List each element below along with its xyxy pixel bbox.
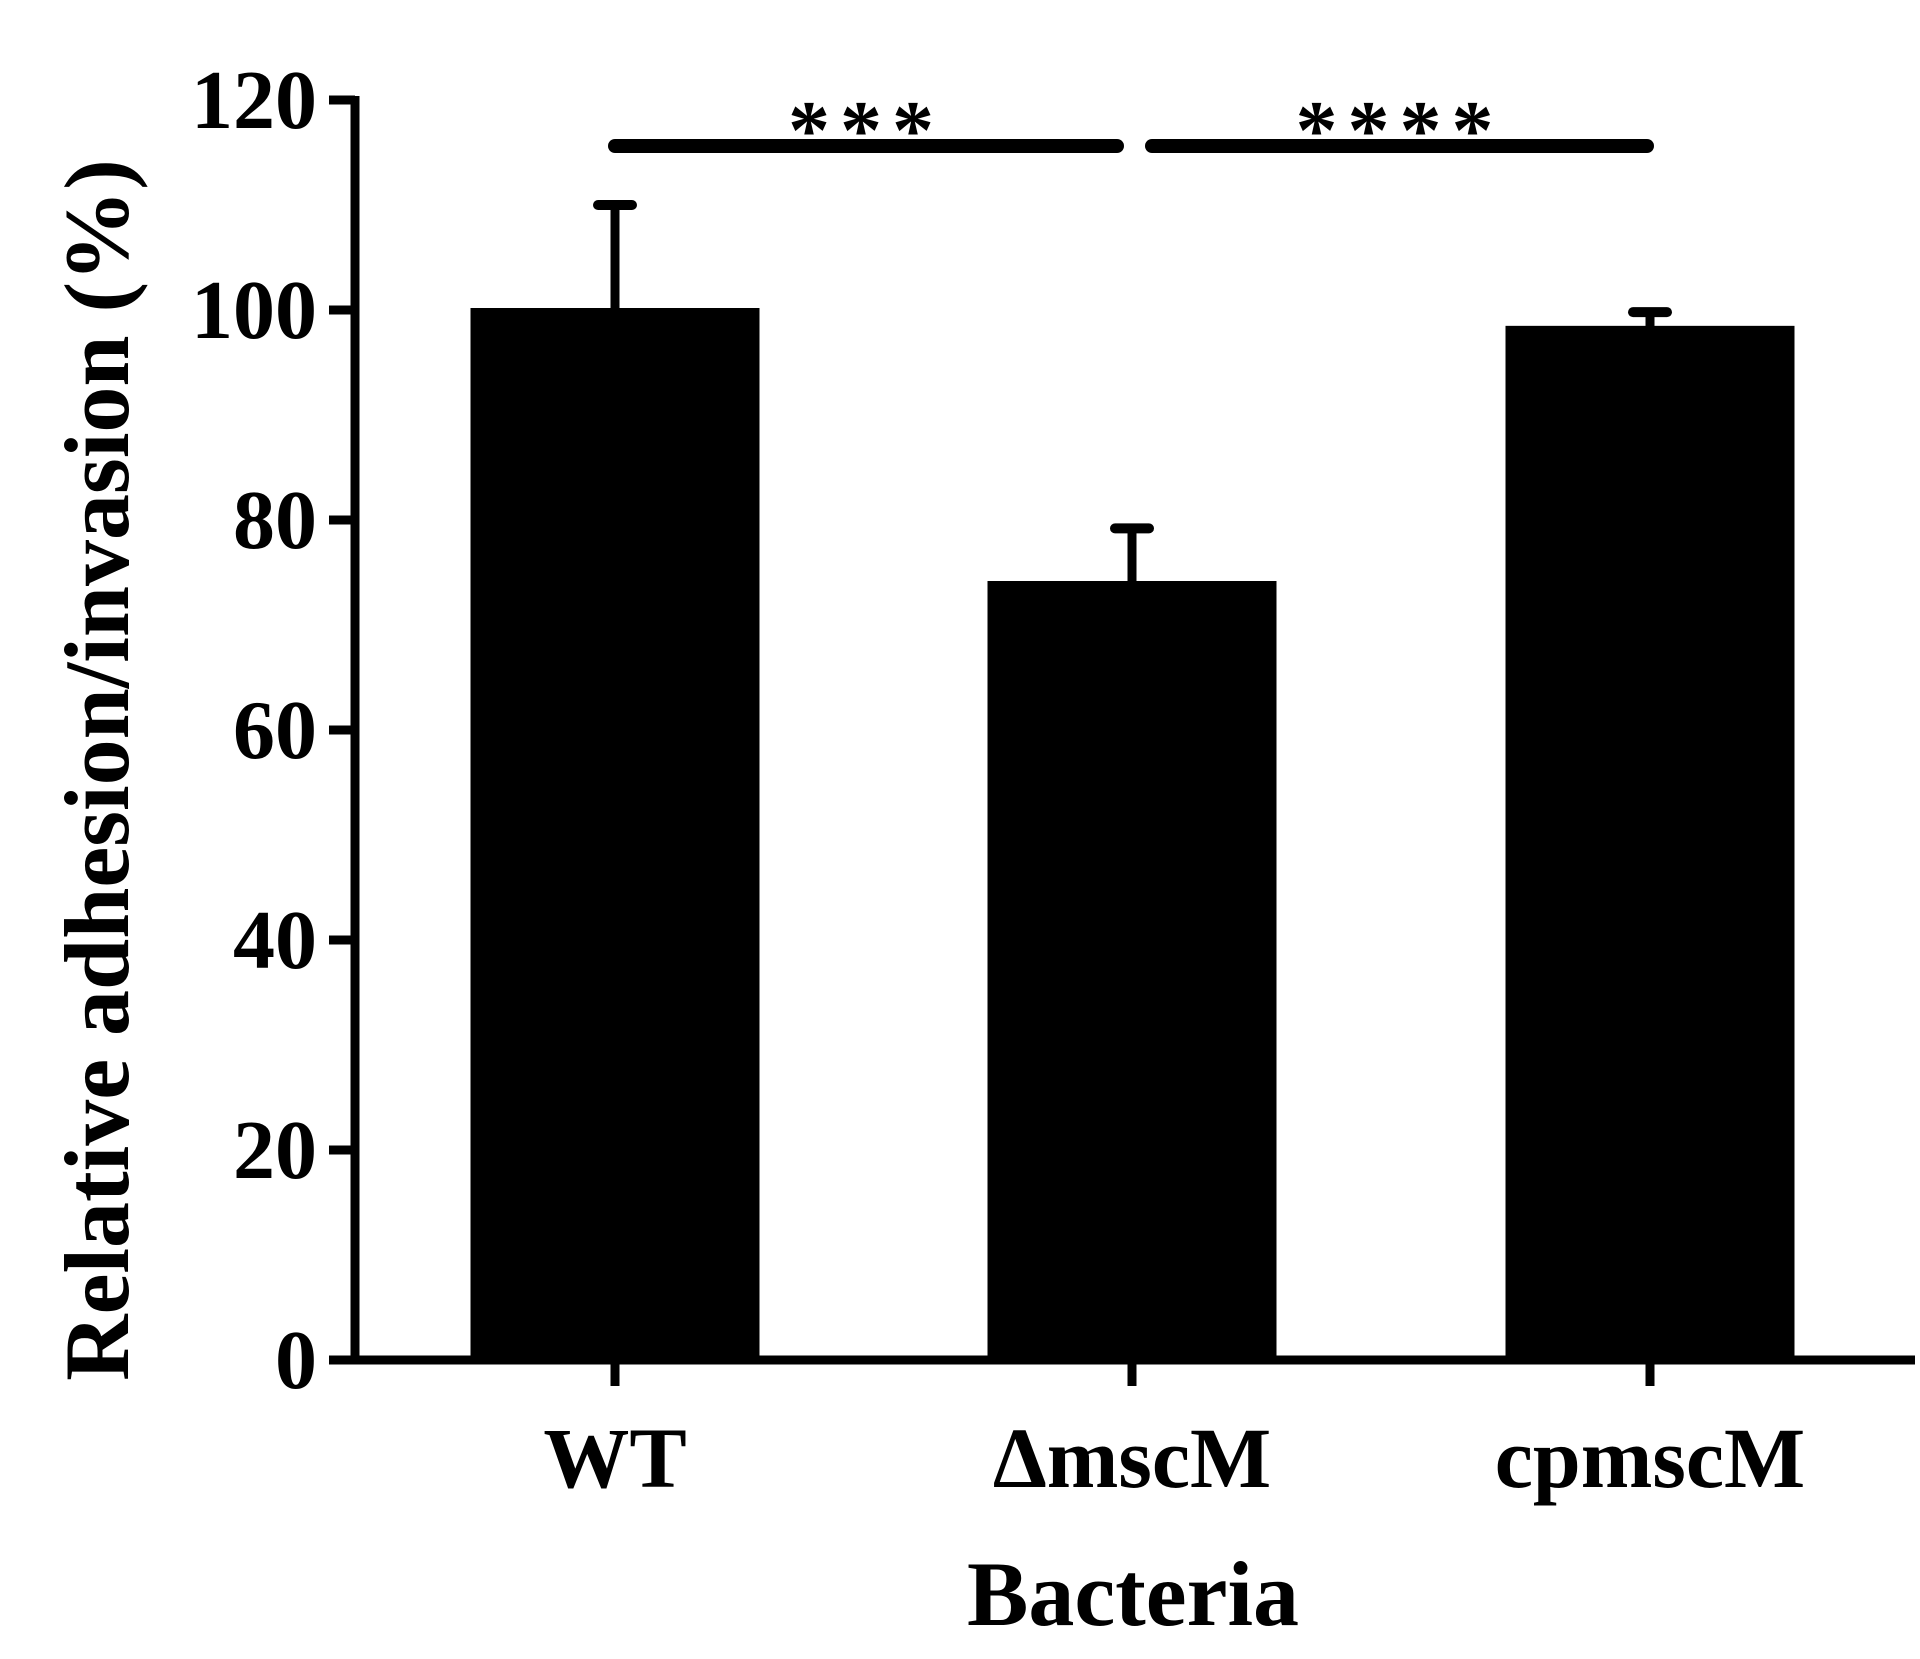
y-tick-label: 0 (275, 1314, 317, 1407)
y-axis-title: Relative adhesion/invasion (%) (46, 159, 148, 1381)
x-axis: WT ΔmscM cpmscM (351, 1355, 1915, 1506)
y-tick-label: 120 (191, 54, 317, 147)
y-tick-label: 40 (233, 894, 317, 987)
bar-0 (470, 308, 760, 1362)
y-tick-label: 60 (233, 684, 317, 777)
bar-1 (987, 581, 1277, 1362)
bar-2 (1505, 325, 1795, 1363)
y-axis: 0 20 40 60 80 100 120 (191, 54, 360, 1407)
significance-label-1: **** (1296, 84, 1504, 177)
error-bars (593, 200, 1672, 583)
y-tick-label: 80 (233, 474, 317, 567)
x-axis-title: Bacteria (967, 1543, 1299, 1645)
significance-label-0: *** (788, 84, 944, 177)
y-tick-label: 20 (233, 1104, 317, 1197)
x-tick-label: ΔmscM (993, 1410, 1271, 1506)
x-tick-label: cpmscM (1495, 1410, 1805, 1506)
x-tick-label: WT (543, 1410, 686, 1506)
bars (470, 308, 1795, 1363)
significance-brackets: *** **** (608, 84, 1654, 177)
y-tick-label: 100 (191, 264, 317, 357)
